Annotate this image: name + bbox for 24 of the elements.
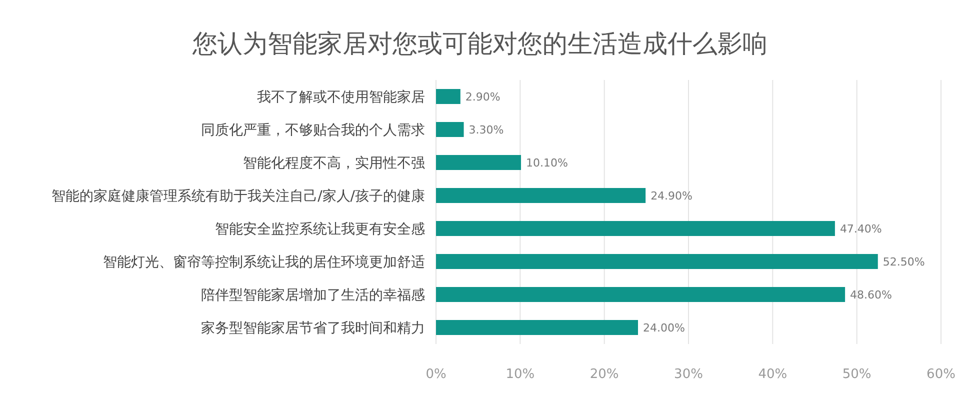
xtick: 50% — [842, 367, 872, 382]
category: 智能灯光、窗帘等控制系统让我的居住环境更加舒适 — [103, 254, 425, 270]
category: 智能化程度不高，实用性不强 — [243, 156, 425, 172]
data-label: 24.90% — [650, 190, 693, 202]
xtick: 10% — [506, 367, 535, 382]
title: 您认为智能家居对您或可能对您的生活造成什么影响 — [192, 29, 768, 58]
data-label: 24.00% — [643, 322, 685, 334]
xtick: 30% — [674, 367, 703, 382]
xtick: 60% — [926, 367, 956, 382]
xtick: 40% — [758, 367, 788, 382]
data-label: 10.10% — [526, 156, 568, 170]
category: 智能的家庭健康管理系统有助于我关注自己/家人/孩子的健康 — [52, 188, 425, 204]
xtick: 0% — [426, 367, 446, 382]
category: 智能安全监控系统让我更有安全感 — [215, 222, 425, 238]
data-label: 2.90% — [465, 90, 500, 104]
xtick: 20% — [590, 367, 619, 382]
data-label: 47.40% — [840, 222, 882, 236]
data-label: 48.60% — [850, 288, 892, 302]
category: 陪伴型智能家居增加了生活的幸福感 — [201, 288, 425, 304]
category: 家务型智能家居节省了我时间和精力 — [201, 320, 425, 336]
data-label: 52.50% — [882, 256, 925, 268]
data-label: 3.30% — [468, 124, 504, 136]
category: 同质化严重，不够贴合我的个人需求 — [201, 122, 425, 138]
category: 我不了解或不使用智能家居 — [257, 90, 425, 106]
